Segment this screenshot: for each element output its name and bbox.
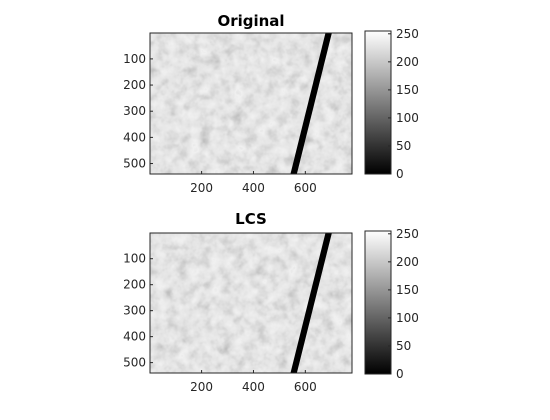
image-area [149, 32, 353, 175]
colorbar-ticks: 0 50 100 150 200 250 [388, 227, 419, 381]
y-tick-label: 200 [123, 278, 146, 292]
x-axis: 200 400 600 [190, 370, 317, 394]
y-tick-label: 300 [123, 104, 146, 118]
plot-frame [149, 232, 353, 374]
colorbar-tick-label: 150 [396, 83, 419, 97]
x-tick-label: 600 [294, 181, 317, 195]
y-tick-label: 100 [123, 52, 146, 66]
colorbar-tick-label: 100 [396, 111, 419, 125]
dark-band [290, 33, 332, 174]
chart-title: LCS [235, 210, 267, 228]
colorbar-gradient [365, 231, 391, 374]
y-tick-label: 500 [123, 356, 146, 370]
panel-original: Original 200 400 600 100 200 300 400 500 0 50 10… [123, 12, 419, 195]
panel-lcs: LCS 200 400 600 100 200 300 400 500 0 50 100 150 2… [123, 210, 419, 394]
colorbar-tick-label: 50 [396, 139, 411, 153]
colorbar: 0 50 100 150 200 250 [364, 227, 419, 381]
x-tick-label: 200 [190, 181, 213, 195]
colorbar-ticks: 0 50 100 150 200 250 [388, 27, 419, 181]
y-tick-label: 500 [123, 157, 146, 171]
y-tick-label: 400 [123, 130, 146, 144]
colorbar-tick-label: 0 [396, 367, 404, 381]
colorbar-tick-label: 50 [396, 339, 411, 353]
colorbar-tick-label: 0 [396, 167, 404, 181]
chart-title: Original [217, 12, 284, 30]
x-tick-label: 200 [190, 380, 213, 394]
colorbar-tick-label: 250 [396, 227, 419, 241]
x-tick-label: 400 [242, 181, 265, 195]
image-noise [150, 233, 352, 373]
colorbar-tick-label: 150 [396, 283, 419, 297]
image-noise [150, 33, 352, 174]
x-tick-label: 600 [294, 380, 317, 394]
dark-band [290, 233, 332, 373]
colorbar-tick-label: 200 [396, 255, 419, 269]
y-axis: 100 200 300 400 500 [123, 252, 153, 370]
y-tick-label: 400 [123, 330, 146, 344]
colorbar-frame [364, 30, 392, 175]
colorbar-tick-label: 250 [396, 27, 419, 41]
colorbar-gradient [365, 31, 391, 174]
y-axis: 100 200 300 400 500 [123, 52, 153, 171]
colorbar-tick-label: 100 [396, 311, 419, 325]
y-tick-label: 300 [123, 304, 146, 318]
plot-frame [149, 32, 353, 175]
x-axis: 200 400 600 [190, 171, 317, 195]
colorbar: 0 50 100 150 200 250 [364, 27, 419, 181]
colorbar-tick-label: 200 [396, 55, 419, 69]
y-tick-label: 200 [123, 78, 146, 92]
x-tick-label: 400 [242, 380, 265, 394]
y-tick-label: 100 [123, 252, 146, 266]
colorbar-frame [364, 230, 392, 375]
image-area [149, 232, 353, 374]
